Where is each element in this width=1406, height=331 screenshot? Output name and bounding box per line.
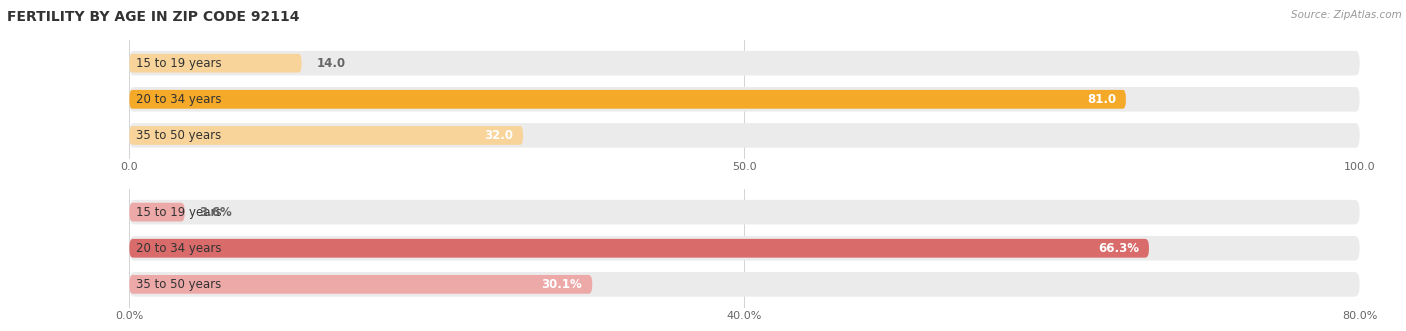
Text: 66.3%: 66.3% [1098, 242, 1139, 255]
Text: 20 to 34 years: 20 to 34 years [135, 242, 221, 255]
Text: 20 to 34 years: 20 to 34 years [135, 93, 221, 106]
Text: 32.0: 32.0 [484, 129, 513, 142]
Text: Source: ZipAtlas.com: Source: ZipAtlas.com [1291, 10, 1402, 20]
FancyBboxPatch shape [129, 90, 1126, 109]
FancyBboxPatch shape [129, 200, 1360, 224]
Text: 3.6%: 3.6% [200, 206, 232, 219]
FancyBboxPatch shape [129, 87, 1360, 112]
FancyBboxPatch shape [129, 51, 1360, 75]
FancyBboxPatch shape [129, 123, 1360, 148]
Text: 35 to 50 years: 35 to 50 years [135, 278, 221, 291]
FancyBboxPatch shape [129, 54, 301, 72]
FancyBboxPatch shape [129, 236, 1360, 260]
FancyBboxPatch shape [129, 126, 523, 145]
FancyBboxPatch shape [129, 272, 1360, 297]
Text: 14.0: 14.0 [316, 57, 346, 70]
FancyBboxPatch shape [129, 275, 592, 294]
Text: 30.1%: 30.1% [541, 278, 582, 291]
Text: 15 to 19 years: 15 to 19 years [135, 57, 221, 70]
Text: 15 to 19 years: 15 to 19 years [135, 206, 221, 219]
FancyBboxPatch shape [129, 239, 1149, 258]
Text: 81.0: 81.0 [1087, 93, 1116, 106]
Text: FERTILITY BY AGE IN ZIP CODE 92114: FERTILITY BY AGE IN ZIP CODE 92114 [7, 10, 299, 24]
Text: 35 to 50 years: 35 to 50 years [135, 129, 221, 142]
FancyBboxPatch shape [129, 203, 184, 221]
